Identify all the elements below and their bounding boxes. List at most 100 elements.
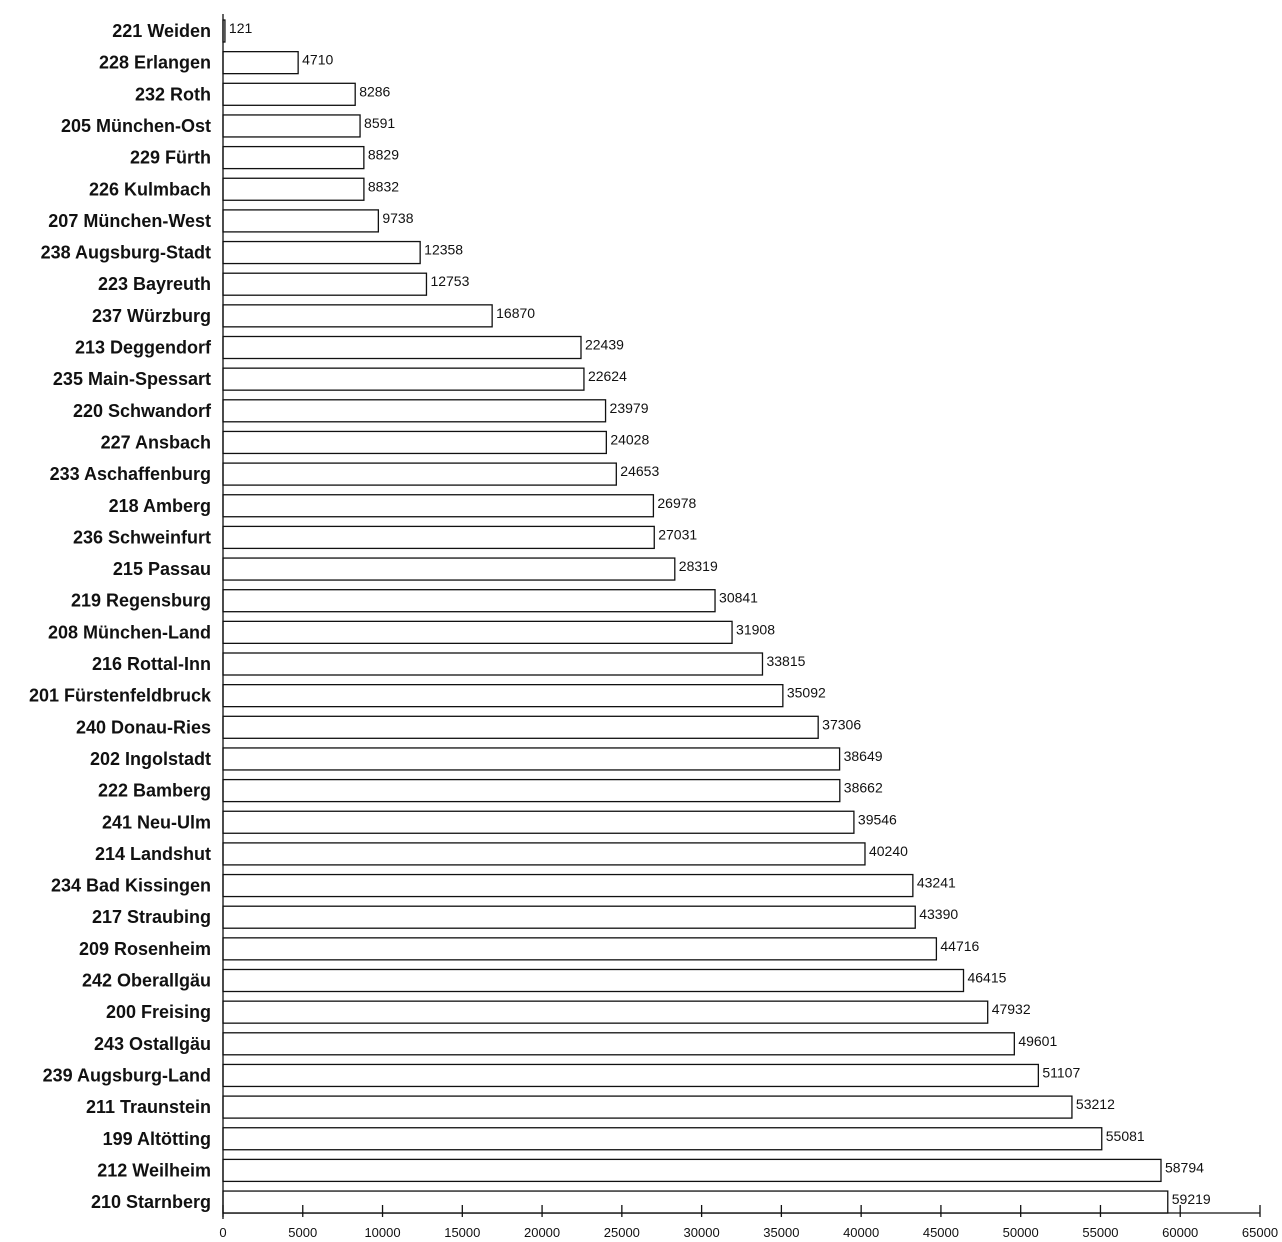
bar [222, 1032, 1015, 1056]
bar [222, 304, 493, 328]
category-label: 237 Würzburg [92, 306, 211, 326]
value-label: 40240 [869, 843, 908, 859]
value-label: 9738 [382, 210, 413, 226]
bar [222, 778, 841, 803]
bar [222, 1063, 1040, 1088]
x-tick-label: 65000 [1242, 1225, 1278, 1240]
bar [222, 177, 365, 201]
bar [222, 937, 938, 961]
category-label: 233 Aschaffenburg [50, 464, 211, 484]
value-label: 43241 [917, 875, 956, 891]
category-label: 242 Oberallgäu [82, 971, 211, 991]
value-label: 12358 [424, 242, 463, 258]
category-label: 243 Ostallgäu [94, 1034, 211, 1054]
value-label: 8591 [364, 115, 395, 131]
value-label: 55081 [1106, 1128, 1145, 1144]
x-tick-label: 20000 [524, 1225, 560, 1240]
bar [222, 82, 356, 106]
value-label: 121 [229, 20, 253, 36]
bar [222, 399, 607, 423]
bar [222, 715, 819, 739]
x-tick-label: 10000 [364, 1225, 400, 1240]
x-tick-label: 5000 [288, 1225, 317, 1240]
category-label: 213 Deggendorf [75, 338, 212, 358]
category-label: 232 Roth [135, 84, 211, 104]
category-label: 211 Traunstein [86, 1097, 211, 1117]
x-tick-label: 25000 [604, 1225, 640, 1240]
category-label: 223 Bayreuth [98, 274, 211, 294]
x-tick-label: 0 [219, 1225, 226, 1240]
category-label: 209 Rosenheim [79, 939, 211, 959]
category-label: 218 Amberg [109, 496, 211, 516]
bar [222, 272, 428, 296]
bars-layer [222, 19, 1169, 1214]
x-tick-label: 30000 [684, 1225, 720, 1240]
category-label: 199 Altötting [103, 1129, 211, 1149]
value-label: 8832 [368, 178, 399, 194]
x-tick-label: 45000 [923, 1225, 959, 1240]
x-tick-label: 15000 [444, 1225, 480, 1240]
bar [222, 430, 607, 455]
x-tick-label: 55000 [1082, 1225, 1118, 1240]
category-label: 207 München-West [48, 211, 211, 231]
bar [222, 810, 855, 834]
category-label: 240 Donau-Ries [76, 717, 211, 737]
value-label: 46415 [967, 970, 1006, 986]
value-label: 24653 [620, 463, 659, 479]
category-label: 239 Augsburg-Land [43, 1065, 211, 1085]
value-label: 8286 [359, 83, 390, 99]
value-label: 22439 [585, 337, 624, 353]
bar [222, 905, 916, 929]
value-label: 59219 [1172, 1191, 1211, 1207]
value-label: 38649 [844, 748, 883, 764]
category-labels: 221 Weiden 228 Erlangen 232 Roth 205 Münche… [29, 21, 212, 1212]
value-label: 23979 [610, 400, 649, 416]
x-tick-label: 60000 [1162, 1225, 1198, 1240]
bar [222, 494, 655, 518]
category-label: 208 München-Land [48, 622, 211, 642]
bar [222, 367, 585, 391]
value-label: 58794 [1165, 1159, 1204, 1175]
value-labels: 121 4710 8286 8591 8829 8832 9738 12358 12753 168… [229, 20, 1211, 1207]
category-label: 200 Freising [106, 1002, 211, 1022]
value-label: 16870 [496, 305, 535, 321]
value-label: 39546 [858, 811, 897, 827]
category-label: 221 Weiden [112, 21, 211, 41]
bar [222, 240, 421, 265]
bar [222, 462, 617, 486]
bar [222, 684, 784, 708]
category-label: 210 Starnberg [91, 1192, 211, 1212]
bar [222, 842, 866, 866]
x-tick-label: 50000 [1003, 1225, 1039, 1240]
value-label: 4710 [302, 52, 333, 68]
category-label: 215 Passau [113, 559, 211, 579]
category-label: 201 Fürstenfeldbruck [29, 686, 212, 706]
value-label: 8829 [368, 147, 399, 163]
bar [222, 873, 914, 898]
category-label: 222 Bamberg [98, 781, 211, 801]
bar [222, 589, 716, 613]
x-tick-label: 40000 [843, 1225, 879, 1240]
category-label: 229 Fürth [130, 148, 211, 168]
category-label: 227 Ansbach [101, 432, 211, 452]
value-label: 47932 [992, 1001, 1031, 1017]
bar [222, 525, 655, 550]
value-label: 49601 [1018, 1033, 1057, 1049]
value-label: 38662 [844, 780, 883, 796]
category-label: 217 Straubing [92, 907, 211, 927]
value-label: 44716 [940, 938, 979, 954]
category-label: 234 Bad Kissingen [51, 876, 211, 896]
value-label: 53212 [1076, 1096, 1115, 1112]
value-label: 12753 [430, 273, 469, 289]
bar [222, 1000, 989, 1024]
bar [222, 747, 841, 771]
value-label: 27031 [658, 526, 697, 542]
bar [222, 335, 582, 360]
bar [222, 1095, 1073, 1119]
bar [222, 1190, 1169, 1214]
value-label: 26978 [657, 495, 696, 511]
value-label: 33815 [766, 653, 805, 669]
category-label: 219 Regensburg [71, 591, 211, 611]
category-label: 236 Schweinfurt [73, 527, 211, 547]
